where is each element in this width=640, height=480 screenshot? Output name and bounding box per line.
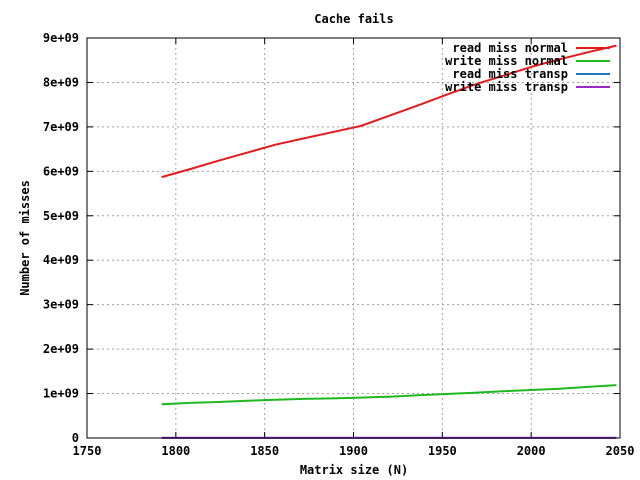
- y-tick-label: 0: [72, 431, 79, 445]
- y-tick-label: 5e+09: [43, 209, 79, 223]
- legend-label: write miss normal: [445, 54, 568, 68]
- series-line-read-miss-normal: [161, 44, 617, 179]
- y-tick-label: 1e+09: [43, 387, 79, 401]
- x-tick-label: 1950: [428, 444, 457, 458]
- y-tick-label: 8e+09: [43, 75, 79, 89]
- y-tick-label: 4e+09: [43, 253, 79, 267]
- x-tick-label: 1850: [250, 444, 279, 458]
- x-tick-label: 1800: [161, 444, 190, 458]
- x-tick-label: 1900: [339, 444, 368, 458]
- y-tick-label: 3e+09: [43, 298, 79, 312]
- series-lines: [161, 44, 617, 439]
- y-axis-label: Number of misses: [18, 180, 32, 296]
- y-tick-label: 7e+09: [43, 120, 79, 134]
- y-tick-label: 6e+09: [43, 164, 79, 178]
- x-tick-label: 2000: [517, 444, 546, 458]
- axis-ticks: 1750 1800 1850 1900 1950 2000 2050 0 1e+09 2e+09 3…: [43, 31, 635, 458]
- legend-label: write miss transp: [445, 80, 568, 94]
- chart-title: Cache fails: [314, 12, 393, 26]
- grid-lines: [87, 38, 620, 438]
- y-tick-label: 2e+09: [43, 342, 79, 356]
- x-axis-label: Matrix size (N): [300, 463, 408, 477]
- x-tick-label: 1750: [73, 444, 102, 458]
- legend-label: read miss transp: [452, 67, 568, 81]
- legend-label: read miss normal: [452, 41, 568, 55]
- x-tick-label: 2050: [606, 444, 635, 458]
- y-tick-label: 9e+09: [43, 31, 79, 45]
- series-line-write-miss-normal: [161, 384, 617, 406]
